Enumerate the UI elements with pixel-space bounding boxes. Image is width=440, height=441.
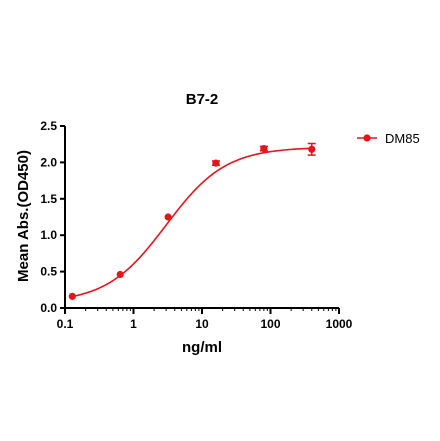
- chart-title: B7-2: [186, 91, 219, 108]
- data-point: [117, 271, 124, 278]
- legend-label-dm85: DM85: [385, 131, 420, 146]
- y-tick-label: 1.5: [40, 192, 57, 206]
- ticks: 0.0 0.5 1.0 1.5 2.0 2.5 0.1 1 10 100 1000: [40, 119, 352, 331]
- y-tick-label: 2.5: [40, 119, 57, 133]
- x-tick-label: 100: [260, 317, 280, 331]
- x-tick-label: 1: [130, 317, 137, 331]
- x-tick-label: 1000: [326, 317, 353, 331]
- x-tick-label: 0.1: [57, 317, 74, 331]
- x-axis-label: ng/ml: [182, 339, 222, 356]
- y-axis-label: Mean Abs.(OD450): [15, 150, 32, 282]
- legend: DM85: [357, 131, 420, 146]
- y-tick-label: 2.0: [40, 155, 57, 169]
- fit-curve-dm85: [72, 148, 311, 296]
- y-tick-label: 0.5: [40, 265, 57, 279]
- y-tick-label: 0.0: [40, 301, 57, 315]
- data-point: [260, 145, 267, 152]
- data-point: [165, 213, 172, 220]
- data-point: [212, 160, 219, 167]
- data-point: [69, 293, 76, 300]
- data-points: [69, 143, 316, 299]
- y-tick-label: 1.0: [40, 228, 57, 242]
- data-point: [308, 146, 315, 153]
- legend-marker-dm85: [363, 134, 370, 141]
- x-tick-label: 10: [195, 317, 209, 331]
